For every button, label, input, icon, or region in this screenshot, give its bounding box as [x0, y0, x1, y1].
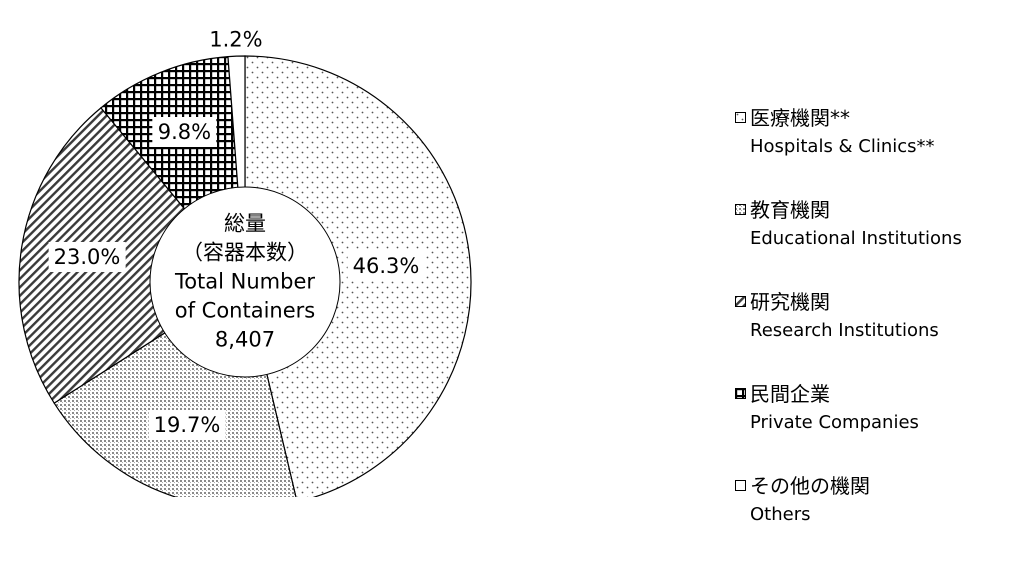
- data-label: 19.7%: [149, 410, 226, 440]
- legend-swatch-dense-dots: [735, 204, 746, 215]
- center-total-label: 総量 （容器本数） Total Number of Containers 8,4…: [175, 210, 315, 355]
- legend-label-en: Private Companies: [750, 412, 919, 434]
- center-text-line: 総量: [175, 210, 315, 239]
- center-text-line: of Containers: [175, 297, 315, 326]
- center-text-line: （容器本数）: [175, 239, 315, 268]
- data-label: 46.3%: [348, 251, 425, 281]
- legend-swatch-none: [735, 480, 746, 491]
- center-total-value: 8,407: [175, 326, 315, 355]
- legend-label-ja: その他の機関: [750, 473, 870, 499]
- legend-swatch-diagonal-hatch: [735, 296, 746, 307]
- data-label: 23.0%: [49, 242, 126, 272]
- legend-label-en: Research Institutions: [750, 320, 939, 342]
- legend-label-ja: 医療機関**: [750, 105, 850, 131]
- data-label: 9.8%: [153, 117, 216, 147]
- data-label: 1.2%: [209, 30, 262, 51]
- legend-swatch-grid: [735, 388, 746, 399]
- center-text-line: Total Number: [175, 268, 315, 297]
- legend-swatch-dots: [735, 112, 746, 123]
- legend-label-en: Educational Institutions: [750, 228, 962, 250]
- legend-label-ja: 教育機関: [750, 197, 830, 223]
- legend-label-ja: 研究機関: [750, 289, 830, 315]
- legend-label-ja: 民間企業: [750, 381, 830, 407]
- legend-label-en: Others: [750, 504, 811, 526]
- legend-label-en: Hospitals & Clinics**: [750, 136, 935, 158]
